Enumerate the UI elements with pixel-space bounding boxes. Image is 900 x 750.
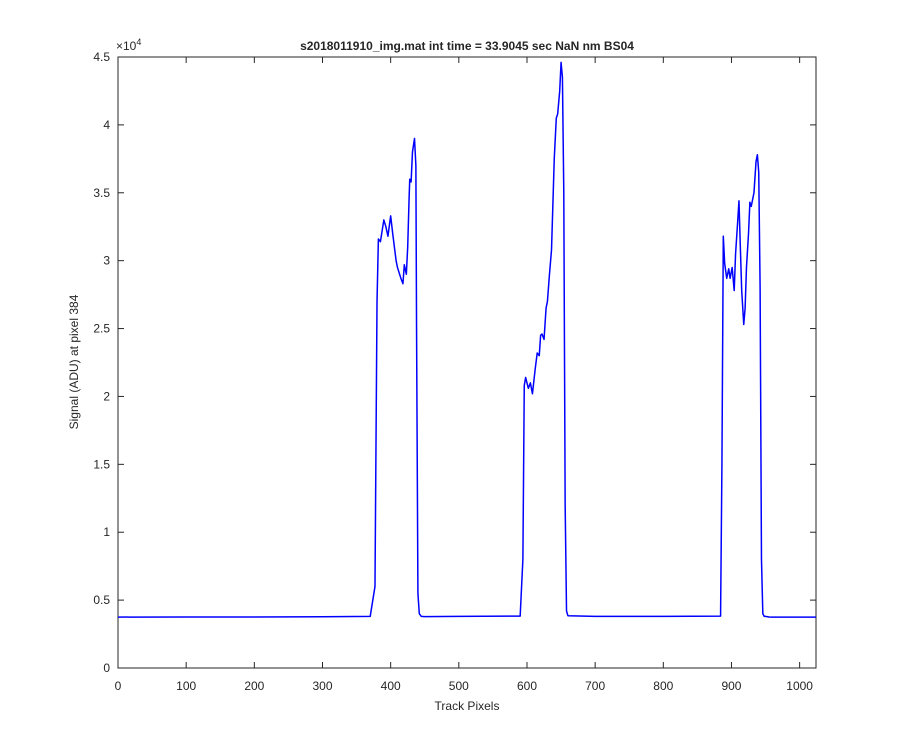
y-tick-label: 1 xyxy=(103,525,110,539)
x-tick-label: 100 xyxy=(176,679,196,693)
y-tick-label: 0.5 xyxy=(93,593,110,607)
y-ticks: 0 0.5 1 1.5 2 2.5 3 3.5 4 4.5 xyxy=(93,50,816,675)
y-tick-label: 2 xyxy=(103,389,110,403)
y-tick-label: 4 xyxy=(103,118,110,132)
y-tick-label: 3 xyxy=(103,254,110,268)
y-tick-label: 2.5 xyxy=(93,322,110,336)
y-tick-label: 4.5 xyxy=(93,50,110,64)
y-tick-label: 3.5 xyxy=(93,186,110,200)
x-axis-label: Track Pixels xyxy=(435,699,500,713)
chart-title: s2018011910_img.mat int time = 33.9045 s… xyxy=(300,39,634,53)
x-tick-label: 500 xyxy=(449,679,469,693)
x-tick-label: 400 xyxy=(381,679,401,693)
x-tick-label: 200 xyxy=(244,679,264,693)
y-tick-label: 0 xyxy=(103,661,110,675)
x-tick-label: 300 xyxy=(312,679,332,693)
plot-area xyxy=(117,56,817,669)
x-tick-label: 700 xyxy=(585,679,605,693)
x-tick-label: 600 xyxy=(517,679,537,693)
axes-box xyxy=(117,56,817,669)
x-tick-label: 1000 xyxy=(786,679,813,693)
x-tick-label: 900 xyxy=(721,679,741,693)
y-exponent-label: ×104 xyxy=(116,37,141,53)
x-ticks: 0 100 200 300 400 500 600 700 800 900 1000 xyxy=(115,57,813,693)
x-tick-label: 800 xyxy=(653,679,673,693)
y-axis-label: Signal (ADU) at pixel 384 xyxy=(67,294,81,429)
series-line xyxy=(117,61,816,618)
x-tick-label: 0 xyxy=(115,679,122,693)
y-tick-label: 1.5 xyxy=(93,457,110,471)
